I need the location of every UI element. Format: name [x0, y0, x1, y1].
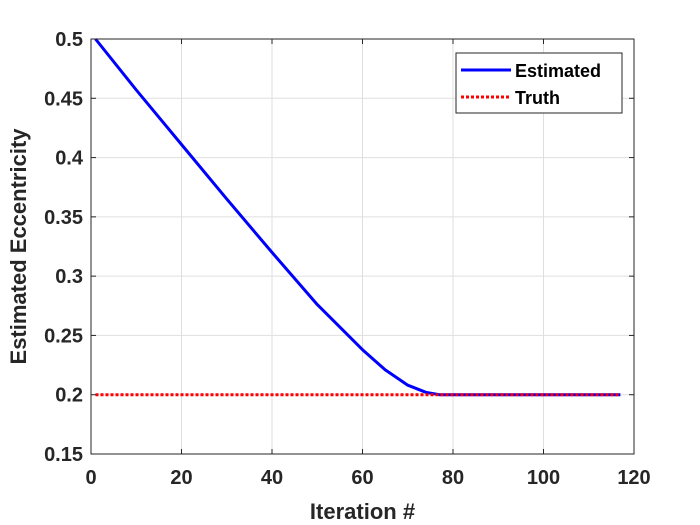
- y-axis-label: Estimated Eccentricity: [6, 128, 31, 365]
- y-tick-label: 0.45: [44, 88, 83, 110]
- legend-label-estimated: Estimated: [515, 61, 601, 81]
- x-tick-label: 60: [351, 467, 373, 489]
- legend-label-truth: Truth: [515, 88, 560, 108]
- x-tick-label: 0: [85, 467, 96, 489]
- legend-box: [455, 52, 623, 114]
- x-tick-label: 120: [617, 467, 650, 489]
- legend: Estimated Truth: [455, 52, 623, 114]
- y-tick-label: 0.3: [55, 266, 83, 288]
- x-tick-label: 40: [261, 467, 283, 489]
- plot-lines: [94, 38, 621, 397]
- ticks: 0 20 40 60 80 100 120 0.15 0.2 0.25 0.3 0.35 0.4 0.45…: [44, 29, 651, 489]
- x-tick-label: 100: [527, 467, 560, 489]
- y-tick-label: 0.4: [55, 148, 84, 170]
- y-tick-label: 0.15: [44, 444, 83, 466]
- y-tick-label: 0.2: [55, 385, 83, 407]
- x-tick-label: 20: [170, 467, 192, 489]
- x-tick-label: 80: [442, 467, 464, 489]
- y-tick-label: 0.35: [44, 207, 83, 229]
- y-tick-label: 0.5: [55, 29, 83, 51]
- x-axis-label: Iteration #: [310, 499, 415, 524]
- y-tick-label: 0.25: [44, 325, 83, 347]
